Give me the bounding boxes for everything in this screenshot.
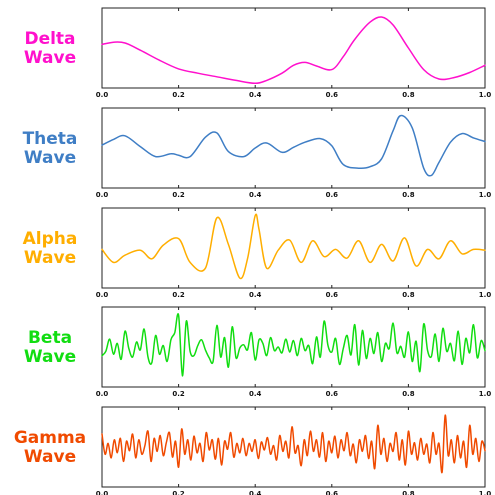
wave-label: Delta Wave: [24, 29, 76, 68]
wave-series-line: [101, 16, 486, 85]
x-tick-label: 0.6: [326, 490, 339, 495]
x-tick-label: 0.6: [326, 91, 339, 99]
x-tick-label: 0.0: [96, 191, 109, 199]
wave-label-line: Wave: [24, 347, 76, 367]
wave-label-line: Delta: [24, 29, 75, 49]
wave-series-line: [101, 313, 486, 377]
x-tick-label: 0.4: [249, 490, 262, 495]
wave-label-line: Wave: [24, 48, 76, 68]
x-tick-label: 0.8: [402, 291, 415, 299]
wave-panel-1: 0.0 0.2 0.4 0.6 0.8 1.0 Theta Wave: [23, 107, 492, 199]
x-tick-label: 0.2: [172, 291, 185, 299]
wave-label-line: Alpha: [23, 229, 78, 249]
wave-label: Theta Wave: [23, 129, 78, 168]
wave-panel-4: 0.0 0.2 0.4 0.6 0.8 1.0 Gamma Wave: [14, 406, 492, 495]
x-tick-label: 0.2: [172, 91, 185, 99]
x-tick-label: 1.0: [479, 91, 492, 99]
x-tick-label: 0.6: [326, 291, 339, 299]
x-tick-label: 0.2: [172, 191, 185, 199]
x-tick-label: 0.0: [96, 91, 109, 99]
wave-label-line: Gamma: [14, 428, 86, 448]
wave-panel-0: 0.0 0.2 0.4 0.6 0.8 1.0 Delta Wave: [24, 7, 492, 99]
x-tick-label: 1.0: [479, 490, 492, 495]
x-tick-label: 0.8: [402, 390, 415, 398]
wave-label-line: Beta: [28, 328, 72, 348]
x-tick-label: 0.2: [172, 390, 185, 398]
wave-label: Alpha Wave: [23, 229, 78, 268]
wave-label-line: Wave: [24, 248, 76, 268]
wave-label-line: Wave: [24, 447, 76, 467]
x-tick-label: 1.0: [479, 390, 492, 398]
x-tick-label: 1.0: [479, 291, 492, 299]
wave-panel-3: 0.0 0.2 0.4 0.6 0.8 1.0 Beta Wave: [24, 306, 492, 398]
x-tick-label: 0.6: [326, 191, 339, 199]
x-tick-label: 0.0: [96, 390, 109, 398]
x-tick-label: 0.8: [402, 191, 415, 199]
wave-panel-2: 0.0 0.2 0.4 0.6 0.8 1.0 Alpha Wave: [23, 207, 492, 299]
wave-series-line: [101, 114, 486, 177]
x-tick-label: 0.4: [249, 390, 262, 398]
wave-label: Gamma Wave: [14, 428, 86, 467]
x-tick-label: 0.4: [249, 191, 262, 199]
x-tick-label: 0.0: [96, 490, 109, 495]
wave-label: Beta Wave: [24, 328, 76, 367]
x-tick-label: 0.4: [249, 291, 262, 299]
wave-label-line: Wave: [24, 148, 76, 168]
x-tick-label: 0.8: [402, 91, 415, 99]
wave-label-line: Theta: [23, 129, 78, 149]
x-tick-label: 0.4: [249, 91, 262, 99]
x-tick-label: 1.0: [479, 191, 492, 199]
x-tick-label: 0.0: [96, 291, 109, 299]
wave-series-line: [101, 414, 486, 474]
x-tick-label: 0.2: [172, 490, 185, 495]
wave-series-line: [101, 213, 486, 280]
plot-frame: [101, 7, 486, 89]
x-tick-label: 0.6: [326, 390, 339, 398]
x-tick-label: 0.8: [402, 490, 415, 495]
